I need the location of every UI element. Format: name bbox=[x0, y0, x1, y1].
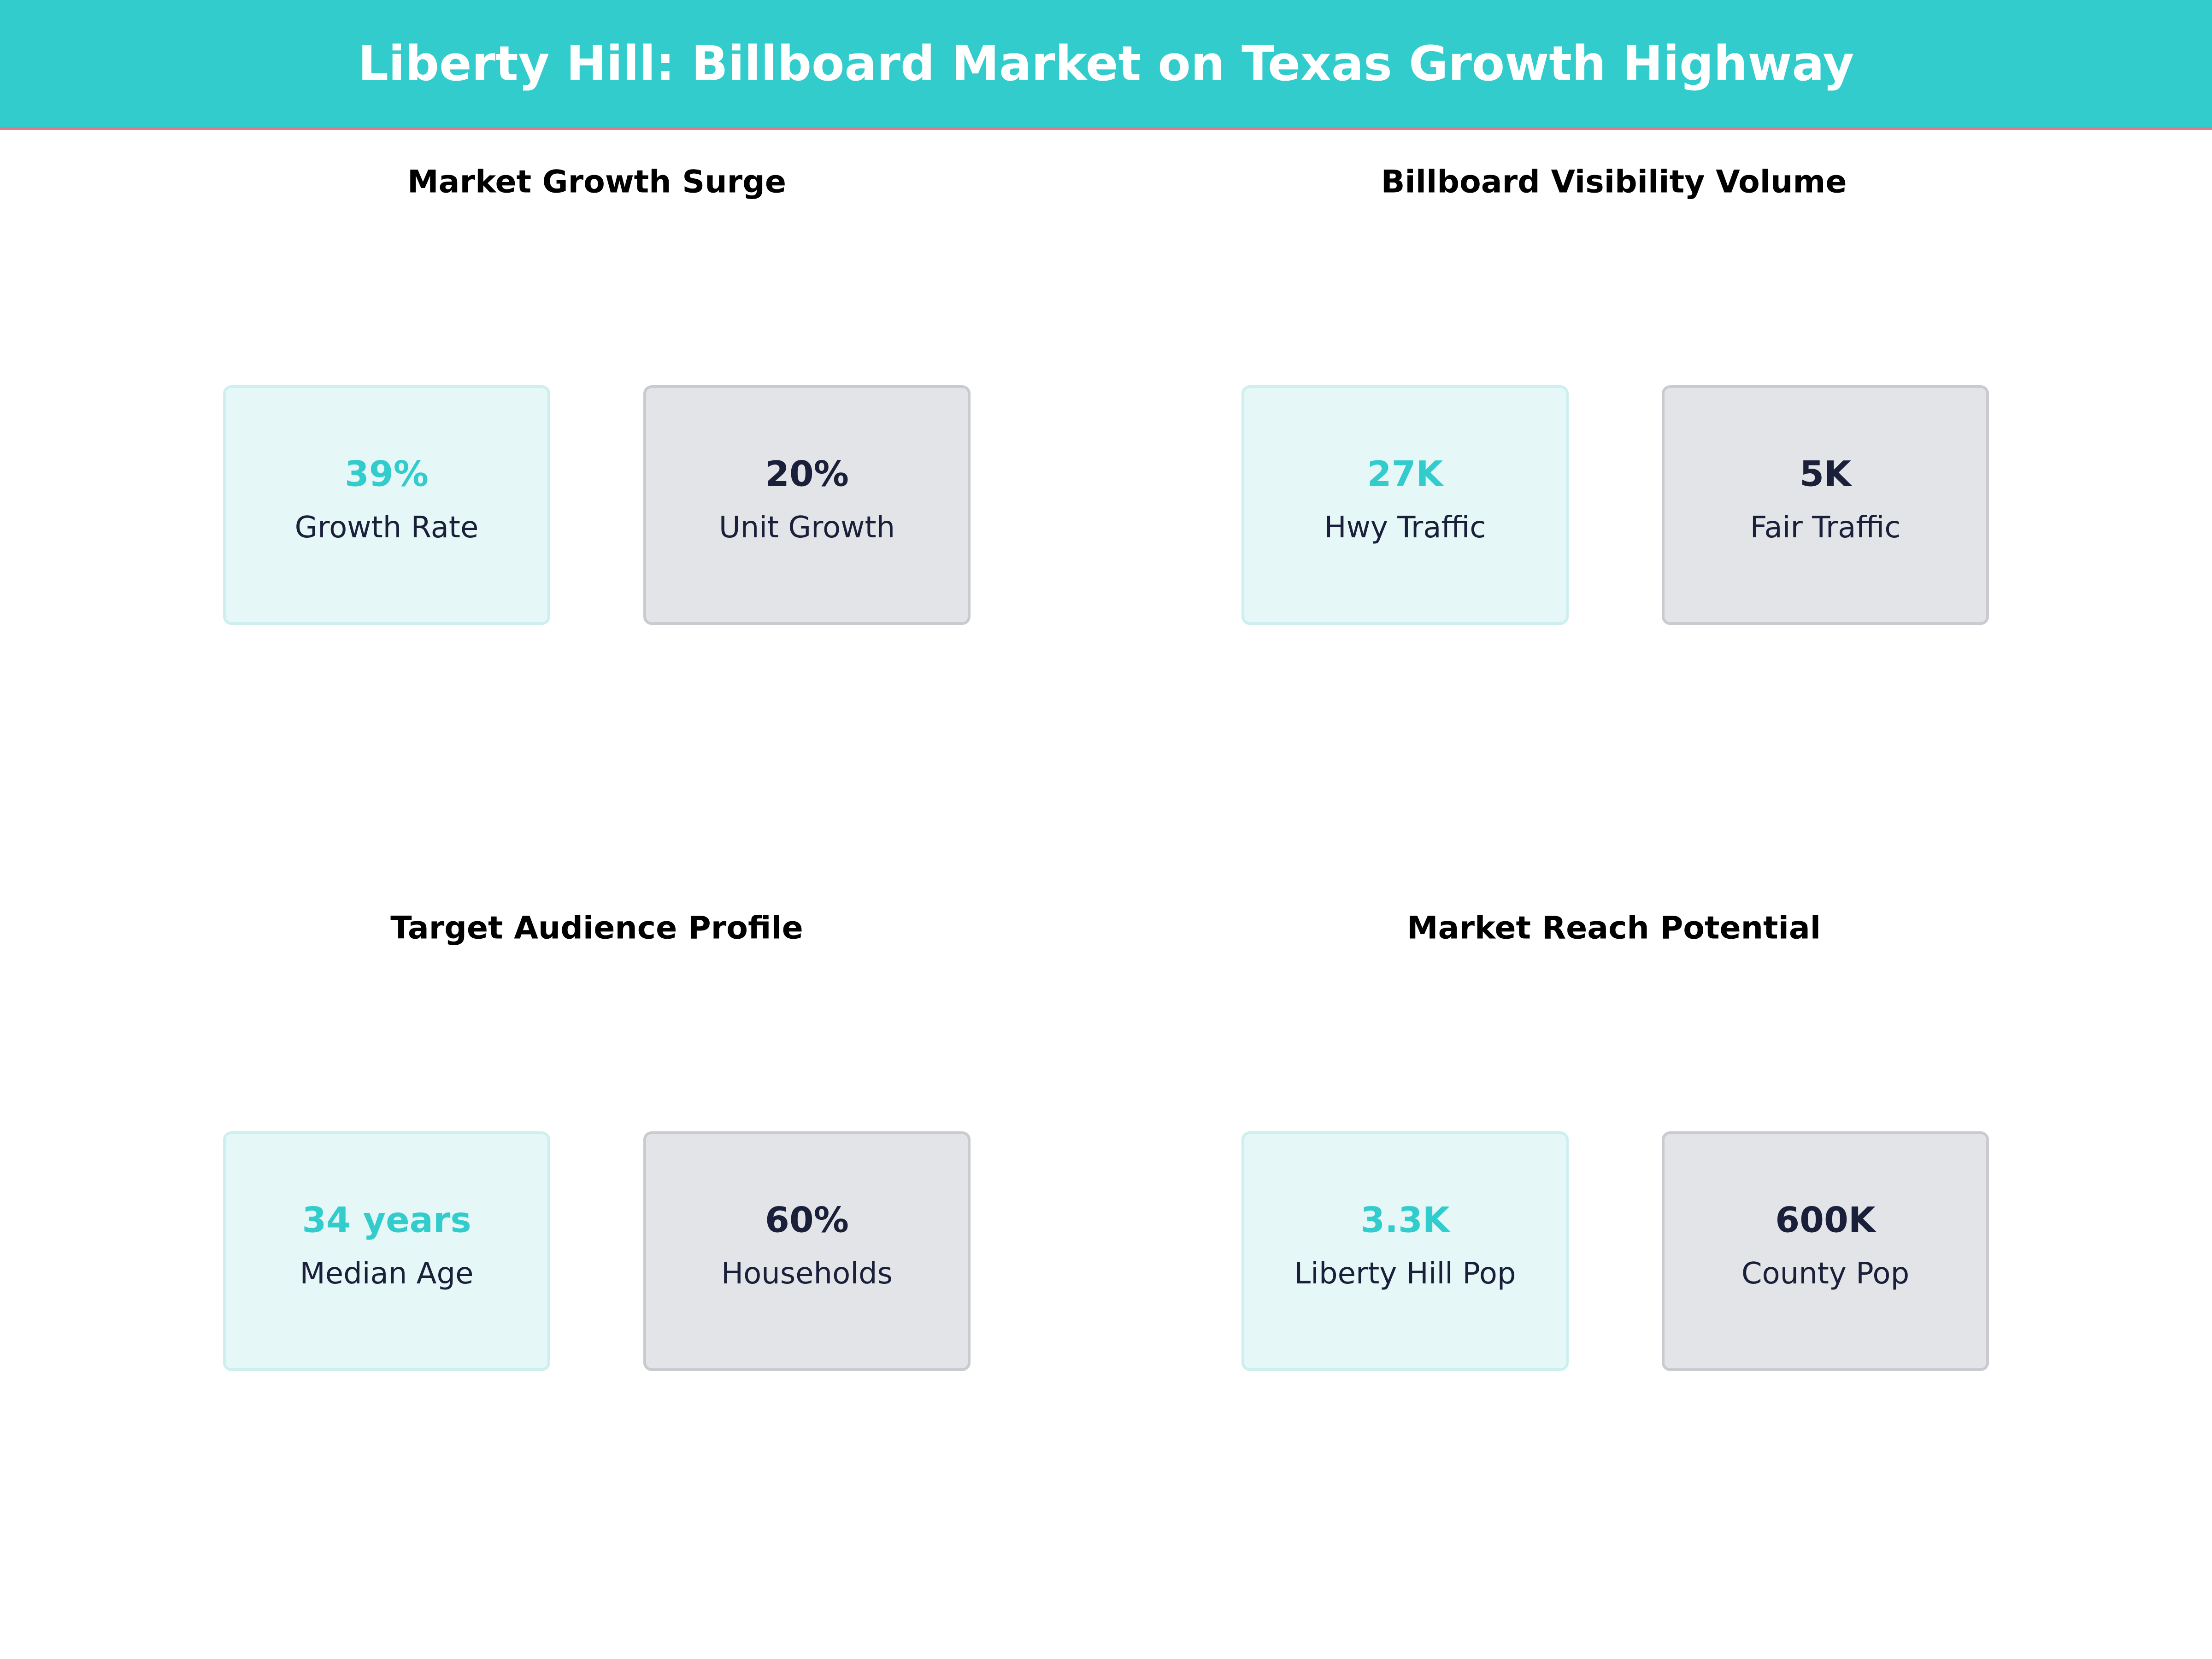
kpi-label: Households bbox=[721, 1257, 893, 1291]
kpi-label: Fair Traffic bbox=[1750, 511, 1901, 545]
panel-title: Billboard Visibility Volume bbox=[1381, 164, 1847, 200]
kpi-value: 600K bbox=[1775, 1199, 1876, 1241]
kpi-card: 34 years Median Age bbox=[223, 1131, 550, 1371]
header-title: Liberty Hill: Billboard Market on Texas … bbox=[358, 35, 1854, 92]
kpi-card: 3.3K Liberty Hill Pop bbox=[1241, 1131, 1569, 1371]
panel-title: Market Growth Surge bbox=[407, 164, 786, 200]
kpi-value: 60% bbox=[765, 1199, 849, 1241]
kpi-label: County Pop bbox=[1741, 1257, 1910, 1291]
kpi-card: 20% Unit Growth bbox=[643, 385, 971, 625]
kpi-label: Median Age bbox=[300, 1257, 474, 1291]
panel-title: Market Reach Potential bbox=[1406, 910, 1821, 947]
kpi-card: 39% Growth Rate bbox=[223, 385, 550, 625]
kpi-label: Liberty Hill Pop bbox=[1294, 1257, 1516, 1291]
kpi-card: 5K Fair Traffic bbox=[1662, 385, 1989, 625]
kpi-card: 27K Hwy Traffic bbox=[1241, 385, 1569, 625]
kpi-card: 60% Households bbox=[643, 1131, 971, 1371]
kpi-label: Hwy Traffic bbox=[1324, 511, 1486, 545]
kpi-value: 27K bbox=[1367, 453, 1443, 494]
kpi-value: 5K bbox=[1800, 453, 1851, 494]
kpi-label: Unit Growth bbox=[718, 511, 895, 545]
kpi-card: 600K County Pop bbox=[1662, 1131, 1989, 1371]
kpi-value: 20% bbox=[765, 453, 849, 494]
kpi-value: 39% bbox=[345, 453, 429, 494]
kpi-value: 34 years bbox=[302, 1199, 471, 1241]
panel-title: Target Audience Profile bbox=[390, 910, 803, 947]
header: Liberty Hill: Billboard Market on Texas … bbox=[0, 0, 2212, 130]
kpi-label: Growth Rate bbox=[294, 511, 479, 545]
kpi-value: 3.3K bbox=[1360, 1199, 1450, 1241]
